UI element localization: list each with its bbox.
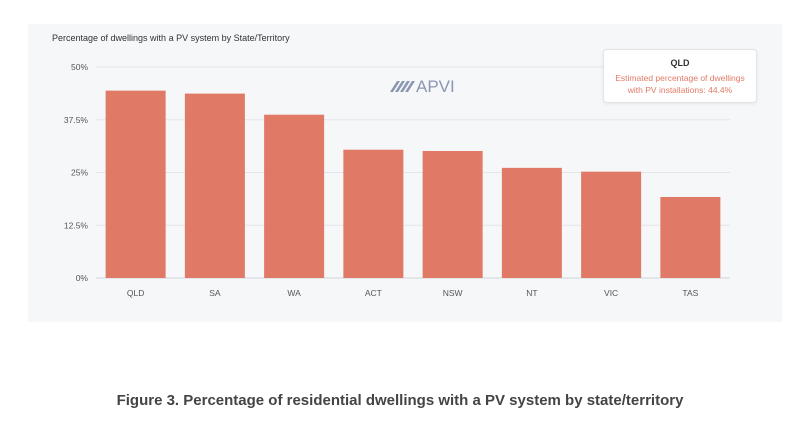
chart-panel: Percentage of dwellings with a PV system… — [28, 24, 782, 322]
y-tick-label: 0% — [76, 273, 89, 283]
apvi-logo-icon — [390, 81, 415, 92]
bars — [105, 90, 721, 278]
figure-caption: Figure 3. Percentage of residential dwel… — [116, 392, 684, 409]
y-tick-label: 12.5% — [64, 220, 89, 230]
bar-sa[interactable] — [184, 93, 245, 278]
y-tick-label: 50% — [71, 62, 88, 72]
bar-chart: APVI 0% 12.5% 25% 37.5% 50% QLD SA WA ACT NSW NT V… — [64, 62, 730, 298]
apvi-watermark: APVI — [390, 77, 455, 96]
y-axis-ticks: 0% 12.5% 25% 37.5% 50% — [64, 62, 89, 283]
y-tick-label: 37.5% — [64, 115, 89, 125]
x-axis-ticks: QLD SA WA ACT NSW NT VIC TAS — [127, 288, 699, 298]
tooltip-body: Estimated percentage of dwellings with P… — [604, 72, 756, 96]
y-tick-label: 25% — [71, 168, 88, 178]
tooltip-line-1: Estimated percentage of dwellings — [615, 73, 745, 83]
tooltip-title: QLD — [670, 58, 690, 68]
bar-tas[interactable] — [660, 196, 721, 278]
bar-vic[interactable] — [581, 171, 642, 278]
tooltip-line-2: with PV installations: 44.4% — [627, 85, 733, 95]
bar-act[interactable] — [343, 149, 404, 278]
chart-title: Percentage of dwellings with a PV system… — [52, 33, 290, 43]
x-tick-label: TAS — [682, 288, 698, 298]
x-tick-label: VIC — [604, 288, 618, 298]
x-tick-label: WA — [287, 288, 301, 298]
bar-qld[interactable] — [105, 90, 166, 278]
x-tick-label: ACT — [365, 288, 382, 298]
bar-wa[interactable] — [264, 114, 325, 278]
x-tick-label: NSW — [443, 288, 463, 298]
watermark-text: APVI — [416, 77, 455, 96]
x-tick-label: SA — [209, 288, 221, 298]
tooltip: QLD Estimated percentage of dwellings wi… — [603, 49, 757, 103]
bar-nsw[interactable] — [422, 150, 483, 278]
bar-nt[interactable] — [501, 167, 562, 278]
x-tick-label: QLD — [127, 288, 144, 298]
x-tick-label: NT — [526, 288, 537, 298]
